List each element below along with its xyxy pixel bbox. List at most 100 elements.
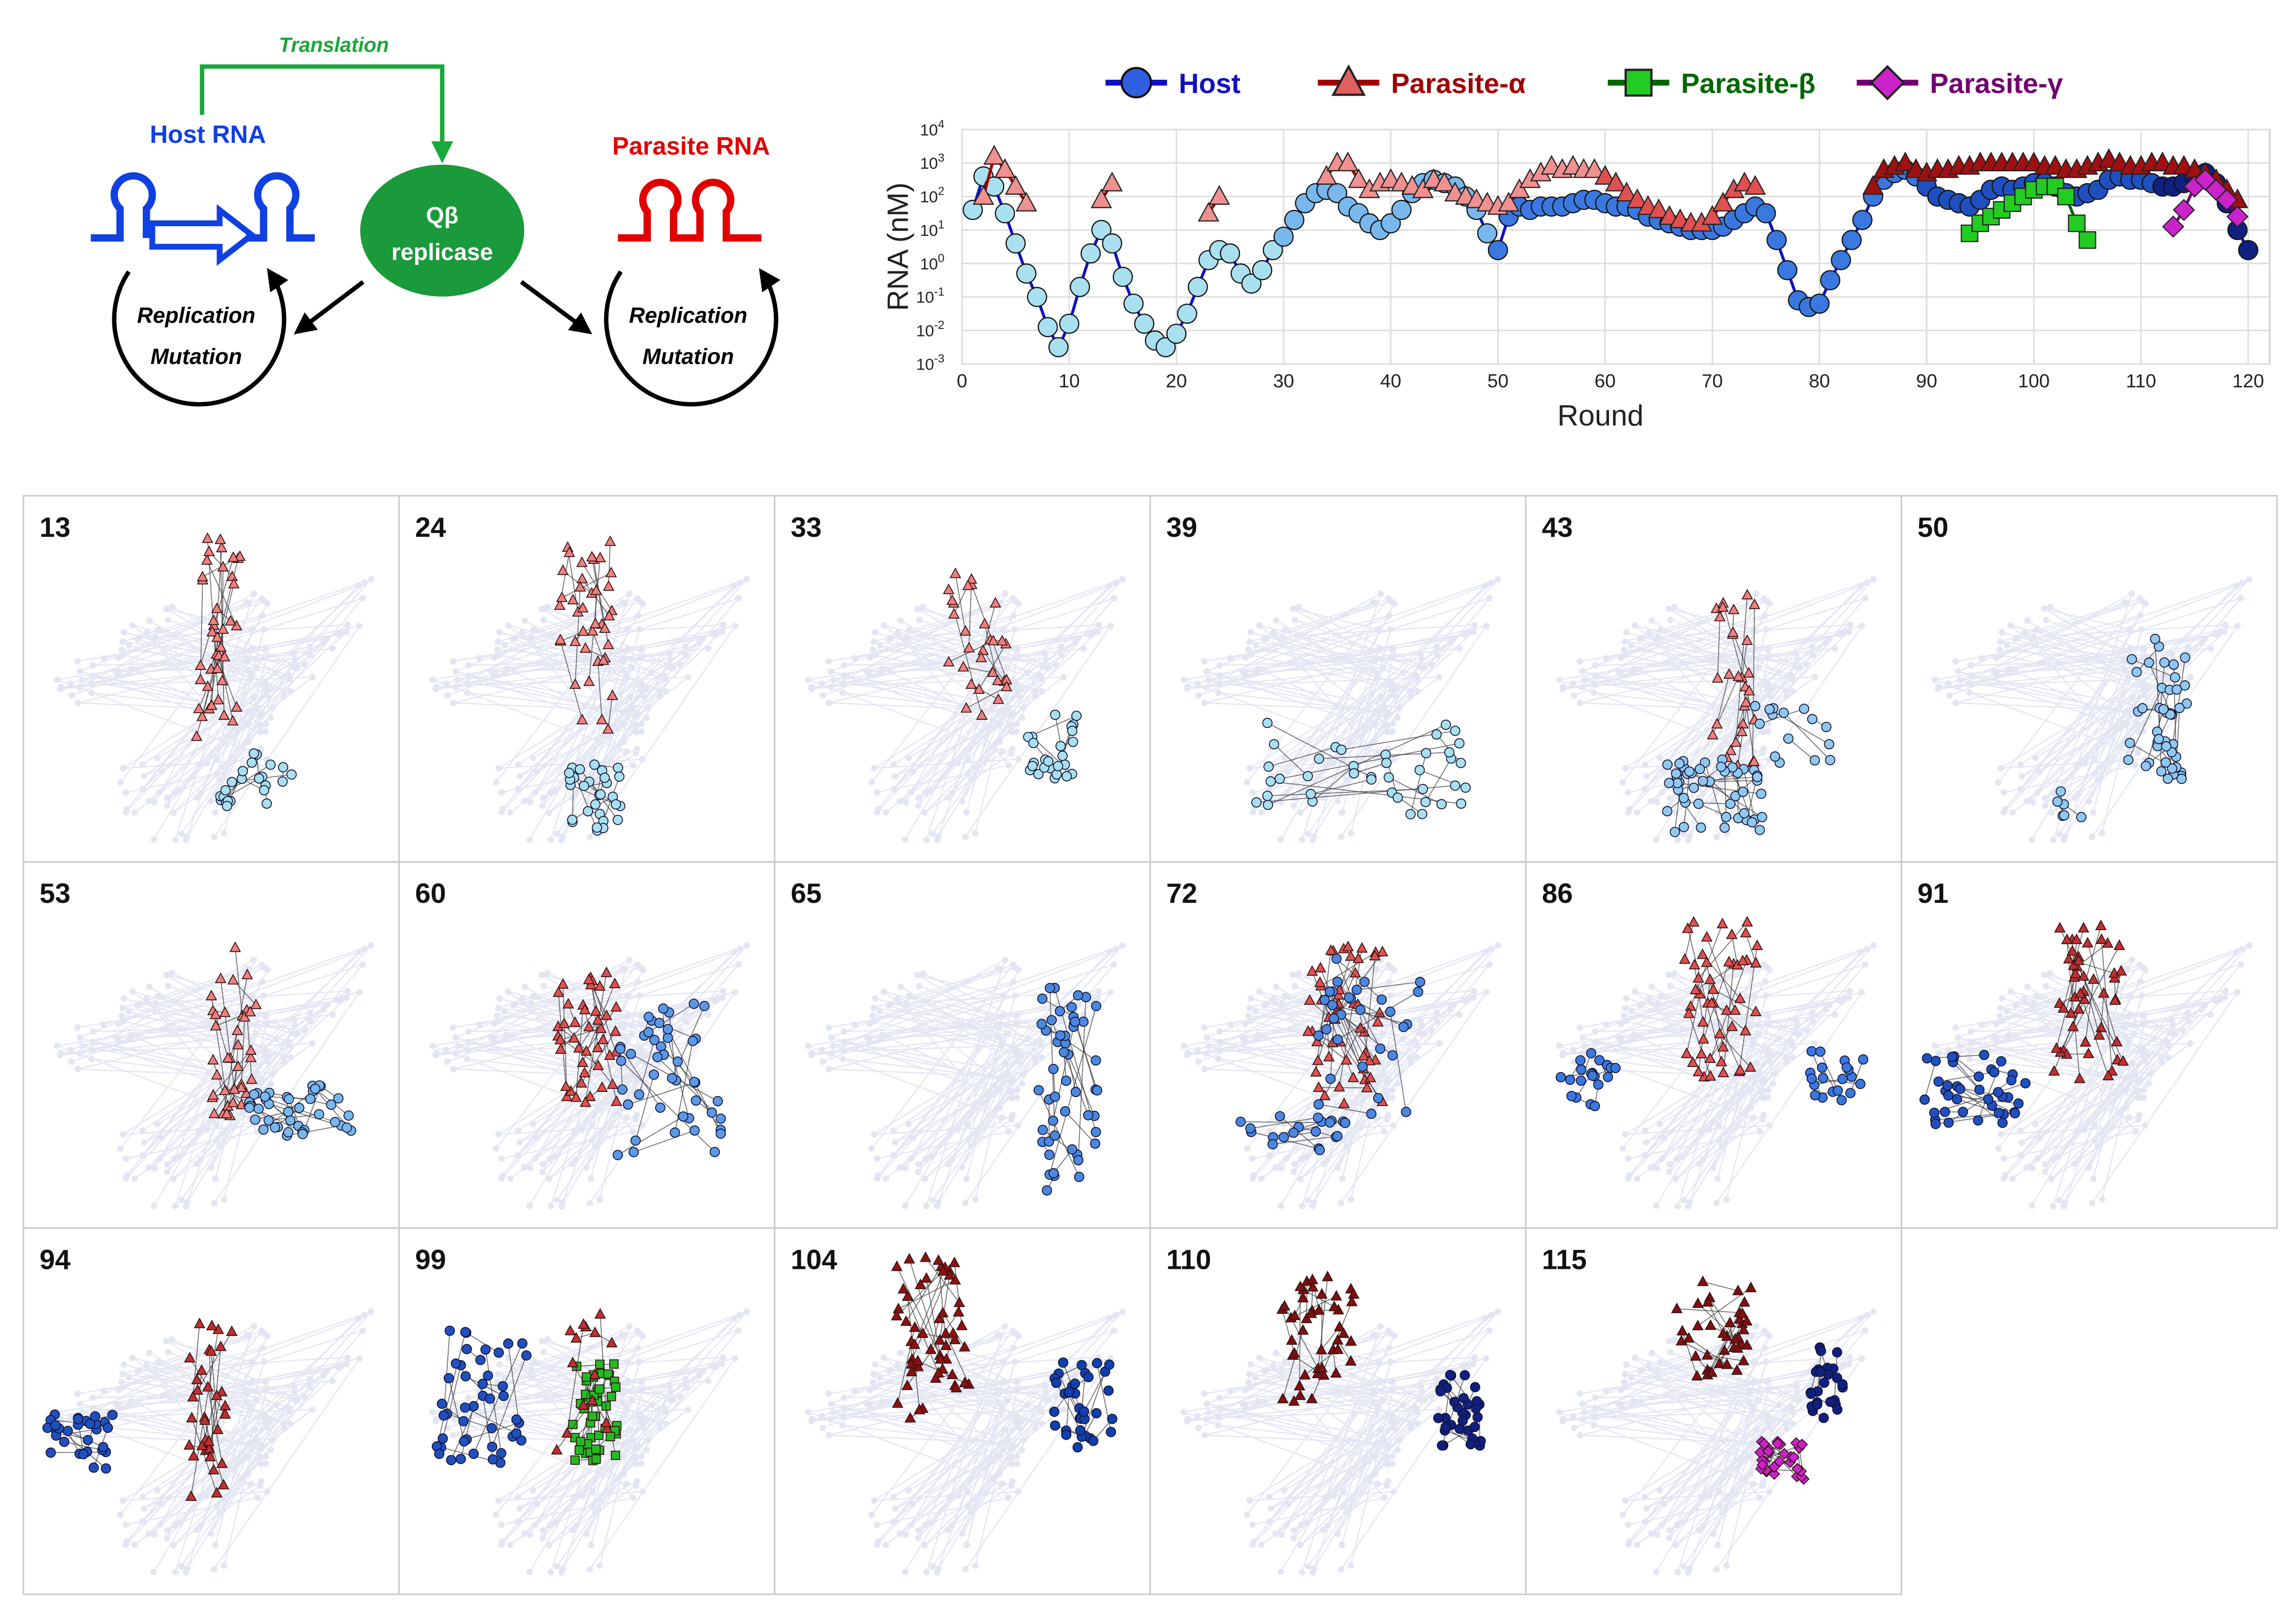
background-node: [538, 1337, 545, 1345]
background-node: [251, 590, 257, 597]
background-node: [2042, 983, 2050, 989]
background-node: [178, 1197, 185, 1204]
host-node: [2171, 684, 2182, 695]
host-node: [626, 1049, 636, 1059]
parasite-node: [610, 1450, 620, 1460]
background-node: [1804, 661, 1811, 668]
background-node: [1618, 1387, 1624, 1393]
host-node: [310, 1083, 321, 1094]
parasite-node: [208, 1107, 220, 1118]
host-node: [1044, 1149, 1054, 1160]
background-node: [1695, 1161, 1702, 1167]
host-node: [1919, 1094, 1930, 1105]
data-point: [1648, 198, 1670, 219]
parasite-node: [604, 1049, 616, 1060]
host-node: [1940, 1107, 1950, 1117]
background-node: [558, 837, 565, 843]
cluster-nodes: [552, 966, 726, 1161]
background-node: [515, 1494, 521, 1500]
parasite-cycle-arrow: [604, 268, 781, 407]
background-node: [1195, 1424, 1202, 1432]
host-node: [263, 1115, 274, 1126]
host-node: [1064, 1387, 1074, 1397]
background-node: [151, 1165, 158, 1172]
host-node: [1340, 1117, 1351, 1128]
background-node: [1338, 1566, 1345, 1573]
background-node: [301, 661, 308, 668]
background-node: [2009, 809, 2016, 816]
parasite-node: [1727, 626, 1739, 637]
host-node: [1436, 799, 1447, 810]
parasite-node: [228, 1083, 240, 1094]
background-node: [866, 1020, 873, 1027]
parasite-node: [976, 709, 988, 720]
parasite-node: [191, 730, 203, 741]
background-node: [2142, 600, 2149, 607]
host-node: [1245, 1123, 1256, 1134]
background-node: [1952, 1024, 1959, 1031]
host-node: [1942, 1080, 1953, 1091]
host-node: [1757, 812, 1767, 823]
background-node: [74, 1024, 81, 1031]
host-node: [1420, 797, 1431, 807]
y-axis-ticks: 10-3 10-2 10-1 100 101 102 103 104: [916, 117, 945, 373]
host-node: [1321, 1024, 1332, 1034]
background-node: [882, 1175, 889, 1182]
host-node: [1048, 1168, 1059, 1179]
host-node: [1262, 790, 1273, 801]
background-node: [569, 1527, 576, 1534]
data-point: [1809, 293, 1830, 314]
parasite-node: [592, 1454, 601, 1464]
parasite-node: [607, 1078, 618, 1089]
background-node: [139, 1127, 146, 1134]
parasite-node: [609, 1359, 619, 1369]
parasite-node: [583, 675, 595, 686]
background-node: [553, 1197, 561, 1204]
cluster-nodes: [1662, 589, 1836, 837]
background-node: [491, 1020, 498, 1027]
background-node: [1407, 688, 1414, 695]
host-node: [1417, 809, 1428, 819]
host-node: [1061, 771, 1072, 782]
host-node: [1806, 1046, 1817, 1057]
parasite-node: [203, 545, 215, 556]
background-node: [2023, 1164, 2030, 1171]
network-panel: 115: [1525, 1227, 1902, 1595]
host-node: [2165, 709, 2176, 720]
background-node: [146, 617, 153, 624]
background-node: [450, 1024, 457, 1031]
host-node: [2020, 1078, 2031, 1089]
parasite-node: [603, 580, 614, 591]
network-panel: 50: [1901, 495, 2278, 863]
background-node: [682, 1009, 689, 1016]
host-node: [1060, 1106, 1071, 1117]
background-node: [450, 699, 457, 707]
host-node: [1349, 768, 1359, 779]
chart-series: [963, 144, 2258, 357]
parasite-node: [207, 1089, 220, 1100]
background-node: [515, 1127, 521, 1134]
host-node: [1262, 718, 1273, 728]
background-node: [521, 1530, 528, 1537]
host-node: [2160, 757, 2171, 768]
background-node: [1657, 626, 1664, 633]
background-node: [505, 988, 512, 995]
host-node: [1313, 1030, 1324, 1041]
background-node: [547, 1569, 554, 1576]
background-node: [639, 1424, 646, 1431]
parasite-node: [218, 709, 230, 720]
parasite-node: [606, 1391, 616, 1402]
parasite-node: [231, 1024, 243, 1036]
host-node: [592, 822, 602, 833]
parasite-node: [568, 1032, 580, 1043]
parasite-node: [1725, 744, 1737, 755]
parasite-node: [1749, 598, 1760, 610]
parasite-node: [977, 644, 989, 655]
host-node: [564, 768, 575, 778]
parasite-node: [586, 625, 599, 636]
parasite-node: [227, 551, 239, 562]
host-node: [1092, 1085, 1102, 1096]
background-node: [530, 1120, 537, 1128]
background-node: [1576, 658, 1584, 665]
background-node: [1203, 1416, 1210, 1423]
